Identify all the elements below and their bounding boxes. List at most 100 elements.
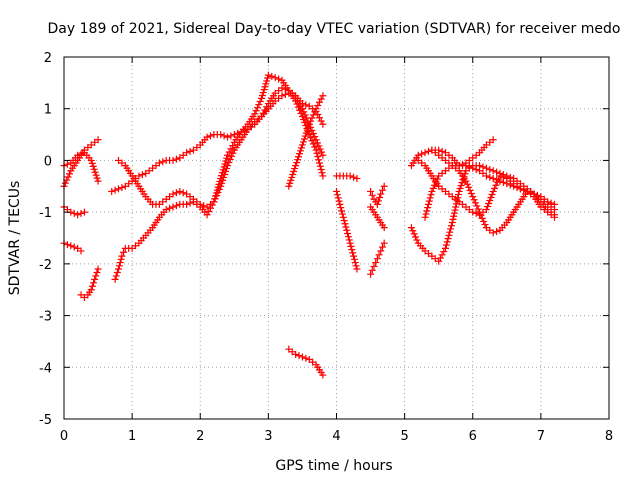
data-point-marker [544, 198, 552, 206]
data-point-marker [92, 171, 100, 179]
data-point-marker [315, 156, 323, 164]
data-point-marker [298, 141, 306, 149]
data-point-marker [302, 129, 310, 137]
data-point-marker [289, 170, 297, 178]
data-point-marker [224, 151, 231, 159]
y-tick-label: -3 [39, 310, 52, 325]
data-point-marker [299, 138, 307, 146]
data-point-marker [333, 191, 341, 199]
data-point-marker [489, 136, 497, 144]
data-point-marker [65, 170, 73, 178]
data-point-marker [440, 248, 448, 256]
data-point-marker [227, 145, 235, 153]
data-point-marker [253, 104, 261, 112]
data-point-marker [421, 149, 429, 157]
series-13-points [367, 203, 388, 232]
data-point-marker [450, 212, 458, 220]
data-point-marker [424, 200, 432, 208]
data-point-marker [491, 184, 499, 192]
x-tick-labels: 0 1 2 3 4 5 6 7 8 [60, 429, 613, 444]
data-point-marker [224, 162, 231, 170]
data-point-marker [334, 194, 342, 202]
data-point-marker [463, 180, 471, 188]
data-point-marker [223, 165, 231, 173]
data-point-marker [319, 151, 327, 159]
data-point-marker [94, 265, 102, 273]
data-point-marker [80, 208, 88, 216]
series-10-points [333, 172, 361, 183]
y-axis-label: SDTVAR / TECUs [7, 181, 23, 296]
data-point-marker [451, 206, 459, 214]
x-tick-label: 1 [128, 429, 136, 444]
data-point-marker [92, 272, 100, 280]
grid-lines [64, 57, 609, 419]
data-point-marker [215, 185, 223, 193]
data-point-marker [375, 251, 383, 259]
data-point-marker [410, 230, 418, 238]
data-point-marker [230, 131, 238, 139]
data-point-marker [482, 172, 490, 180]
data-point-marker [447, 222, 455, 230]
data-point-marker [471, 199, 479, 207]
data-point-marker [293, 159, 301, 167]
data-point-marker [264, 71, 272, 79]
data-point-marker [350, 173, 358, 181]
data-point-marker [67, 242, 75, 250]
data-point-marker [346, 239, 354, 247]
data-point-marker [159, 158, 167, 166]
data-point-marker [547, 199, 555, 207]
series-4-points [77, 265, 102, 301]
data-point-marker [314, 153, 322, 161]
data-point-marker [551, 213, 558, 221]
data-point-marker [226, 155, 234, 163]
series-12-points [367, 182, 388, 208]
data-point-marker [480, 217, 488, 225]
data-point-marker [489, 229, 497, 237]
x-tick-label: 2 [196, 429, 204, 444]
data-point-marker [476, 208, 484, 216]
data-point-marker [210, 198, 218, 206]
x-tick-label: 8 [605, 429, 613, 444]
data-point-marker [319, 371, 327, 379]
data-point-marker [311, 108, 319, 116]
data-point-marker [373, 200, 381, 208]
data-point-marker [70, 209, 78, 217]
data-point-marker [315, 98, 323, 106]
data-point-marker [472, 209, 480, 217]
y-tick-label: 2 [44, 51, 52, 66]
data-point-marker [380, 224, 388, 232]
data-point-marker [211, 195, 219, 203]
data-point-marker [409, 227, 417, 235]
data-point-marker [486, 173, 494, 181]
data-point-marker [311, 143, 319, 151]
data-point-marker [312, 136, 320, 144]
data-point-marker [176, 187, 184, 195]
data-point-marker [91, 168, 99, 176]
data-point-marker [91, 275, 99, 283]
data-point-marker [292, 162, 300, 170]
data-point-marker [63, 240, 71, 248]
data-point-marker [290, 168, 298, 176]
data-point-marker [380, 239, 388, 247]
data-point-marker [221, 170, 229, 178]
data-point-marker [336, 200, 344, 208]
data-point-marker [551, 200, 558, 208]
data-point-marker [351, 259, 359, 267]
data-point-marker [341, 220, 349, 228]
data-point-marker [285, 182, 293, 190]
data-point-marker [203, 211, 211, 219]
data-point-marker [296, 147, 304, 155]
series-19-points [428, 146, 558, 237]
data-point-marker [407, 224, 415, 232]
data-point-marker [349, 249, 357, 257]
data-point-marker [413, 236, 421, 244]
series-6-points [108, 84, 327, 195]
data-point-marker [348, 246, 356, 254]
data-point-marker [442, 244, 449, 252]
data-point-marker [305, 120, 313, 128]
data-point-marker [166, 204, 174, 212]
data-point-marker [489, 167, 497, 175]
data-point-marker [412, 233, 420, 241]
data-point-marker [309, 140, 317, 148]
data-point-marker [300, 115, 308, 123]
